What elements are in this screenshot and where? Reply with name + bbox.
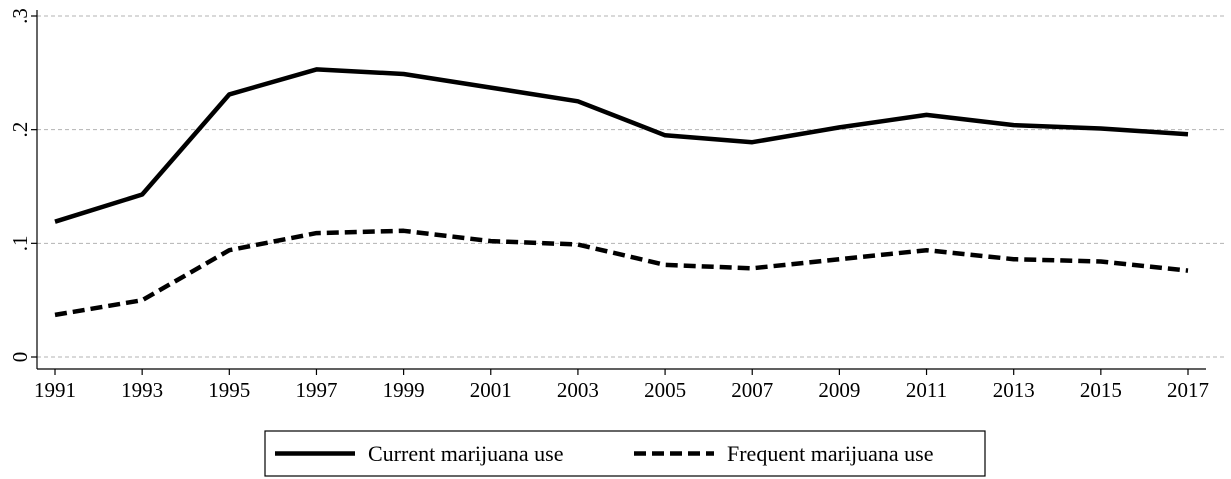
x-tick-label: 2003 bbox=[557, 378, 599, 402]
x-tick-label: 1991 bbox=[34, 378, 76, 402]
legend-label: Current marijuana use bbox=[368, 441, 564, 466]
x-tick-label: 2011 bbox=[906, 378, 947, 402]
x-tick-label: 2001 bbox=[470, 378, 512, 402]
y-tick-label: .2 bbox=[8, 122, 32, 138]
x-tick-label: 1995 bbox=[208, 378, 250, 402]
y-tick-label: 0 bbox=[8, 352, 32, 363]
x-tick-label: 1993 bbox=[121, 378, 163, 402]
legend-label: Frequent marijuana use bbox=[727, 441, 934, 466]
x-tick-label: 2017 bbox=[1167, 378, 1209, 402]
axes: 0 .1 .2 .3 1991 1993 1995 1997 1999 2001 2003 2005 2… bbox=[8, 8, 1209, 402]
x-tick-label: 2013 bbox=[993, 378, 1035, 402]
x-tick-label: 1999 bbox=[383, 378, 425, 402]
legend: Current marijuana use Frequent marijuana … bbox=[264, 430, 986, 477]
series-line-frequent-use bbox=[54, 228, 1189, 318]
x-tick-label: 2007 bbox=[731, 378, 773, 402]
series-line-current-use bbox=[54, 67, 1189, 224]
y-tick-label: .1 bbox=[8, 235, 32, 251]
x-tick-label: 2009 bbox=[818, 378, 860, 402]
legend-box bbox=[264, 430, 986, 477]
series-lines bbox=[54, 67, 1189, 318]
x-tick-label: 2005 bbox=[644, 378, 686, 402]
y-tick-label: .3 bbox=[8, 8, 32, 24]
gridlines bbox=[37, 15, 1226, 358]
x-tick-label: 1997 bbox=[295, 378, 337, 402]
x-tick-label: 2015 bbox=[1080, 378, 1122, 402]
